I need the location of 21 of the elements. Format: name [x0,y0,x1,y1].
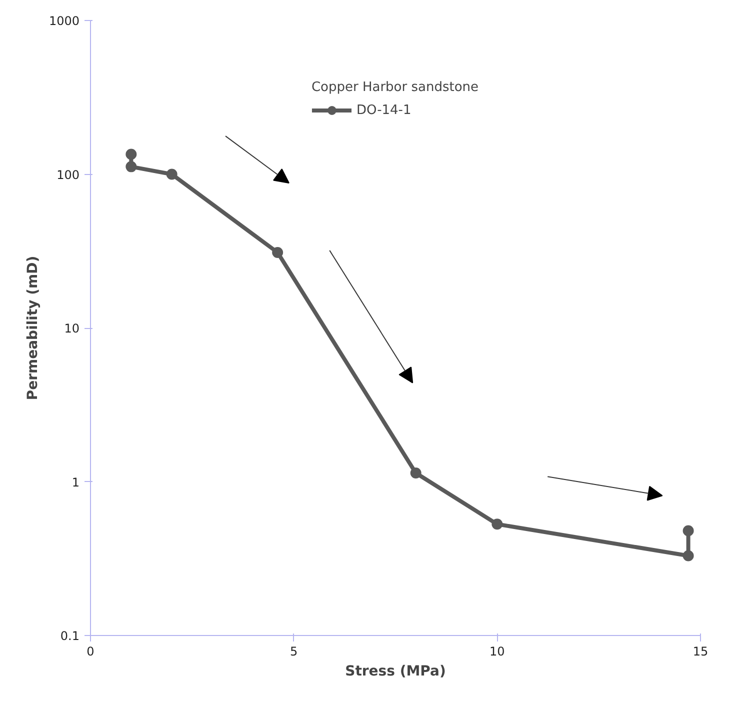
y-tick-label: 1000 [48,14,80,28]
y-tick-label: 10 [64,322,80,336]
point [492,518,503,530]
point [410,468,422,478]
x-tick-label: 0 [86,644,94,658]
y-tick-label: 1 [72,475,80,490]
x-tick-label: 5 [290,644,298,658]
legend-label: DO-14-1 [356,102,412,118]
x-axis-title: Stress (MPa) [345,664,446,680]
point [272,246,284,258]
point [166,168,178,180]
point [126,148,137,160]
x-tick-label: 15 [692,644,708,658]
y-tick-label: 100 [56,168,80,182]
y-tick-label: 0.1 [60,629,80,643]
point [682,550,694,562]
point [126,161,137,172]
point [682,525,694,536]
legend-title: Copper Harbor sandstone [311,80,479,95]
y-axis-title: Permeability (mD) [24,256,41,400]
x-tick-label: 10 [490,644,505,658]
